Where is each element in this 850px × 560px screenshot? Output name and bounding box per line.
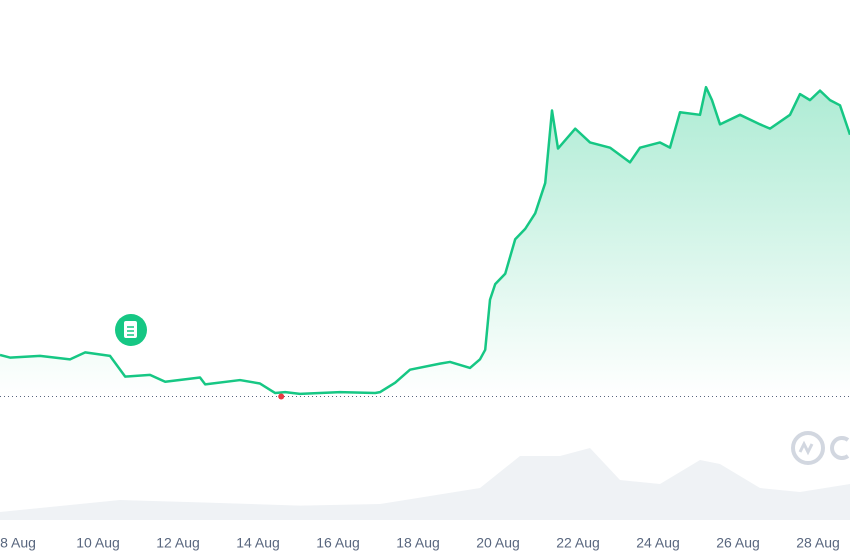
x-tick-label: 10 Aug [76,535,120,551]
x-tick-label: 24 Aug [636,535,680,551]
x-tick-label: 12 Aug [156,535,200,551]
x-tick-label: 22 Aug [556,535,600,551]
x-tick-label: 18 Aug [396,535,440,551]
x-tick-label: 14 Aug [236,535,280,551]
x-tick-label: 20 Aug [476,535,520,551]
x-tick-label: 26 Aug [716,535,760,551]
line-area [0,87,850,397]
x-tick-label: 16 Aug [316,535,360,551]
volume-area [0,448,850,520]
x-tick-label: 8 Aug [0,535,36,551]
x-tick-label: 28 Aug [796,535,840,551]
watermark [791,431,850,465]
news-badge[interactable] [115,314,147,346]
price-line [0,85,850,396]
low-marker [278,393,285,400]
